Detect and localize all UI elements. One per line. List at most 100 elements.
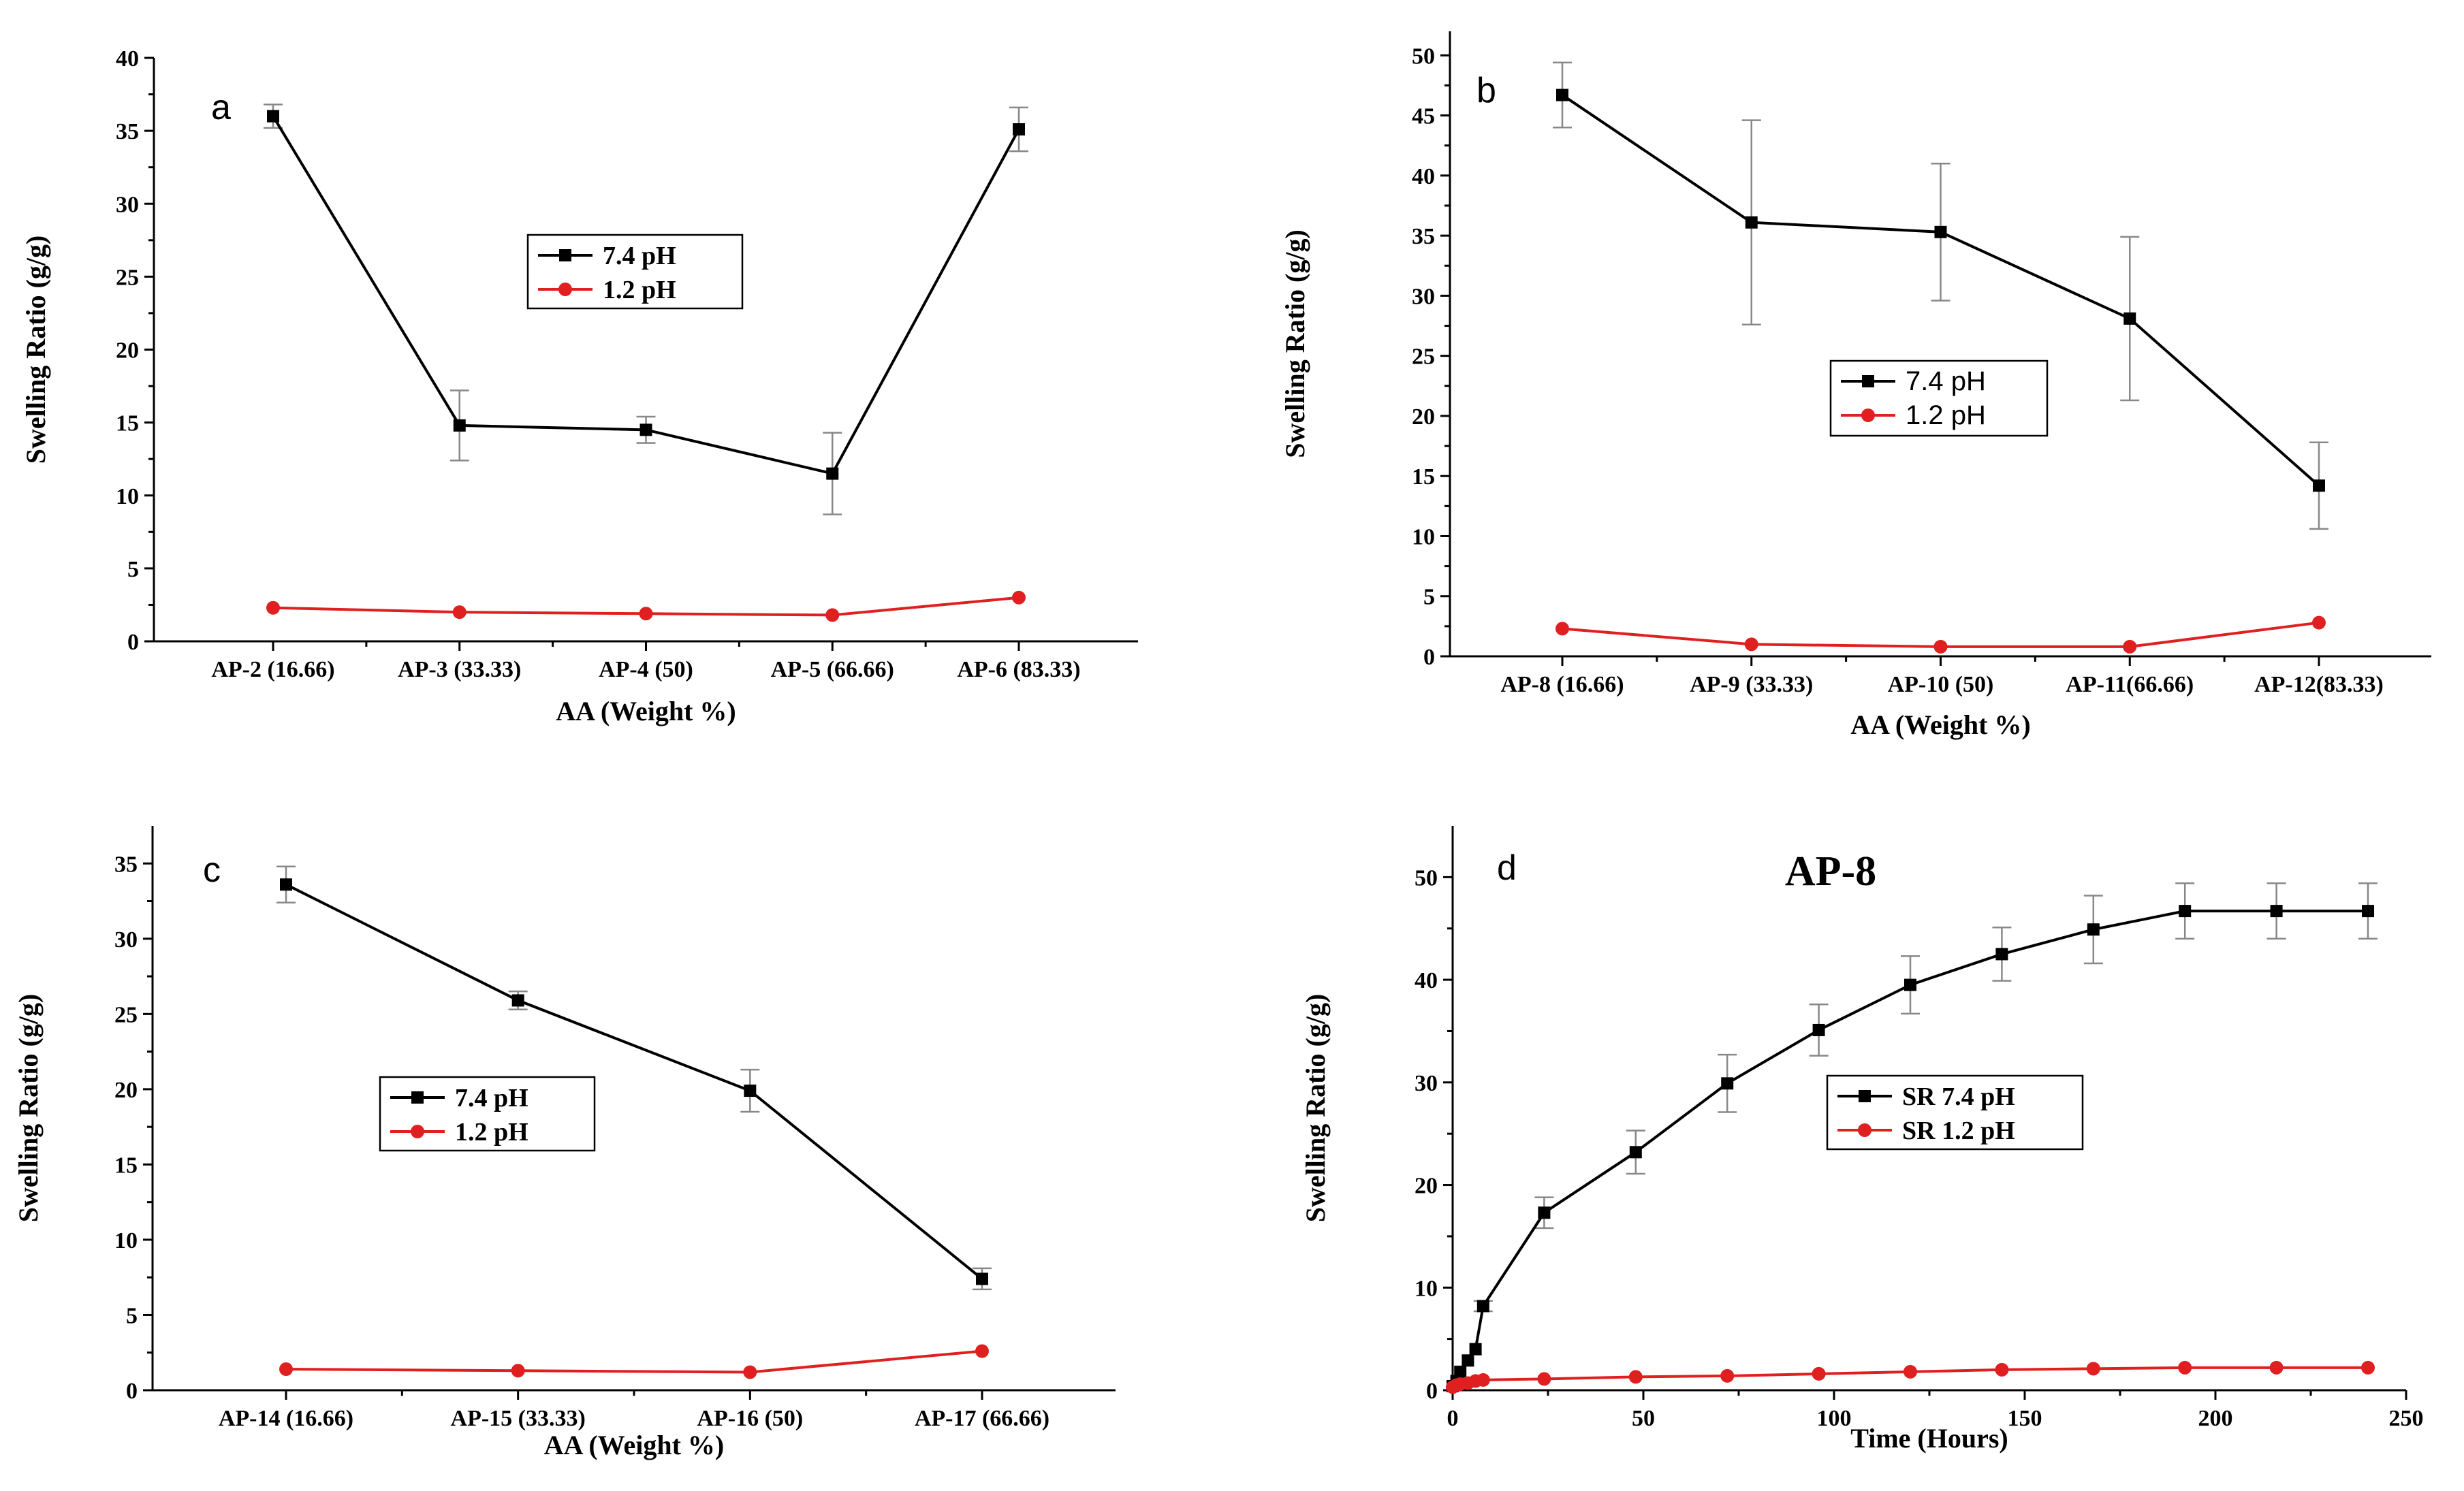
y-tick-label: 10 [116,484,139,509]
legend-label: SR 7.4 pH [1902,1083,2015,1111]
x-axis-title: AA (Weight %) [1850,709,2030,740]
data-point [2179,905,2192,918]
y-tick-label: 0 [1423,645,1435,670]
data-point [1812,1023,1825,1036]
legend: 7.4 pH 1.2 pH [379,1076,596,1152]
legend-marker [1861,408,1875,422]
x-tick-label: AP-9 (33.33) [1690,672,1813,697]
legend-label: 7.4 pH [603,242,676,270]
data-point [2123,312,2136,325]
data-point [975,1344,989,1358]
data-point [511,994,524,1007]
y-tick-label: 0 [127,630,139,655]
data-point [2269,1360,2284,1375]
data-point [1904,1364,1917,1379]
series-line [285,883,983,1280]
y-tick-label: 35 [1412,224,1435,249]
series-line [285,1349,983,1374]
data-point [2087,923,2100,936]
y-tick-label: 5 [126,1303,138,1328]
y-tick-label: 20 [114,1078,138,1103]
data-point [1476,1300,1489,1313]
legend-marker [411,1125,424,1138]
y-tick-label: 15 [114,1153,138,1178]
y-tick-label: 40 [1412,164,1435,189]
data-point [1469,1343,1482,1356]
x-tick-label: AP-8 (16.66) [1500,672,1624,697]
data-point [1744,637,1758,652]
data-point [1537,1372,1551,1386]
legend-marker [1858,1123,1871,1137]
series-1.2-ph [279,1344,989,1379]
x-tick-label: 0 [1447,1406,1459,1431]
x-tick-label: AP-3 (33.33) [398,657,521,682]
legend: SR 7.4 pH SR 1.2 pH [1826,1074,2084,1151]
legend: 7.4 pH 1.2 pH [1829,359,2049,437]
data-point [280,878,292,891]
data-point [826,467,839,480]
legend-label: 1.2 pH [1906,400,1986,430]
y-tick-label: 0 [1426,1379,1438,1404]
y-tick-label: 40 [1415,968,1438,993]
data-point [1555,622,1569,636]
series-7.4-ph [264,103,1028,515]
y-tick-label: 35 [116,119,139,144]
y-tick-label: 50 [1415,865,1438,891]
data-point [266,600,280,615]
legend-item: 1.2 pH [1841,400,1986,430]
legend: 7.4 pH 1.2 pH [526,234,744,310]
x-tick-label: AP-2 (16.66) [211,657,334,682]
data-point [2313,479,2325,492]
y-tick-label: 30 [1412,284,1435,309]
x-tick-label: AP-17 (66.66) [915,1406,1049,1431]
y-tick-label: 35 [114,852,138,877]
y-tick-label: 20 [1412,404,1435,430]
x-tick-label: AP-10 (50) [1888,672,1994,697]
data-point [267,110,279,123]
panel-letter: c [203,850,221,890]
data-point [1720,1368,1735,1383]
data-point [2362,905,2374,918]
y-axis-title: Swelling Ratio (g/g) [13,994,44,1223]
y-tick-label: 30 [1415,1071,1438,1096]
x-axis-title: AA (Weight %) [544,1430,724,1460]
y-tick-label: 5 [1423,585,1435,610]
y-tick-label: 25 [114,1002,138,1027]
legend-box [1829,359,2049,437]
legend-item: 7.4 pH [538,242,676,270]
panel-b: 0 5 10 15 20 25 30 35 40 45 50 AP-8 (16.66) AP-9 (33… [1280,31,2431,740]
x-axis-title: AA (Weight %) [556,696,736,726]
y-tick-label: 15 [116,411,139,436]
panel-d: 0 10 20 30 40 50 0 50 100 150 200 250 Time (Hours) Sw… [1300,826,2424,1454]
chart-title: AP-8 [1785,848,1876,895]
y-tick-label: 45 [1412,104,1435,129]
series-sr-1.2-ph [1446,1360,2375,1394]
panel-c: 0 5 10 15 20 25 30 35 AP-14 (16.66) AP-15 (33.33)… [13,826,1116,1460]
data-point [2123,639,2137,654]
data-point [452,605,467,620]
y-tick-label: 10 [114,1228,138,1253]
y-tick-label: 40 [116,46,139,71]
series-7.4-ph [277,865,992,1291]
panel-letter: a [211,88,231,127]
data-point [1721,1077,1734,1090]
y-tick-label: 20 [116,338,139,364]
legend-item: 7.4 pH [1841,366,1986,396]
y-tick-label: 25 [116,265,139,290]
legend-marker [411,1091,424,1104]
x-tick-label: AP-6 (83.33) [957,657,1080,682]
x-tick-label: 50 [1632,1406,1655,1431]
data-point [453,419,466,432]
x-axis-title: Time (Hours) [1850,1423,2008,1454]
legend-box [1826,1074,2084,1151]
data-point [639,423,652,436]
x-tick-label: 100 [1817,1406,1852,1431]
x-tick-label: AP-5 (66.66) [771,657,894,682]
data-point [744,1085,757,1097]
panel-a: 0 5 10 15 20 25 30 35 40 AP-2 (16.66) AP-3 (33.33)… [20,46,1138,726]
legend-label: 7.4 pH [1906,366,1986,396]
data-point [2086,1362,2100,1376]
x-tick-label: AP-4 (50) [599,657,693,682]
data-point [976,1272,988,1285]
legend-box [526,234,744,310]
